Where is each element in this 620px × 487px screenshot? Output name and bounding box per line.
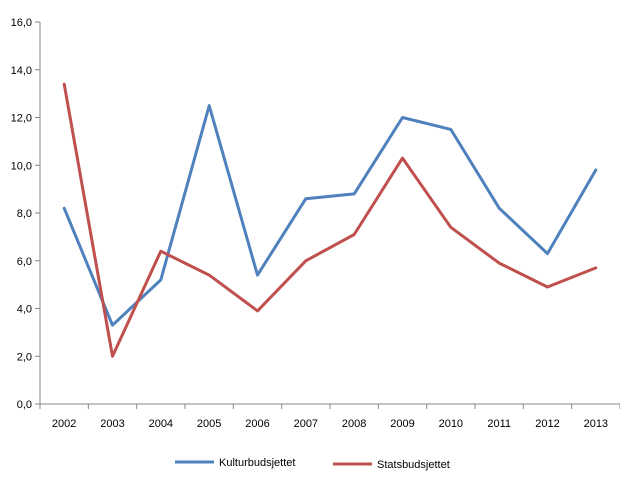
x-tick-label: 2010 xyxy=(439,418,463,430)
y-tick-label: 4,0 xyxy=(17,304,32,316)
x-tick-label: 2011 xyxy=(487,418,511,430)
legend: Kulturbudsjettet Statsbudsjettet xyxy=(175,457,450,471)
y-tick-label: 16,0 xyxy=(11,17,32,29)
series-line-kulturbudsjettet xyxy=(62,104,598,327)
x-axis-ticks: 2002 2003 2004 2005 2006 2007 2008 2009 2010 2011… xyxy=(39,404,620,430)
x-tick-label: 2008 xyxy=(342,418,366,430)
series-lines xyxy=(62,82,598,358)
x-tick-label: 2005 xyxy=(197,418,221,430)
y-tick-label: 6,0 xyxy=(17,256,32,268)
y-tick-label: 8,0 xyxy=(17,208,32,220)
legend-label-statsbudsjettet: Statsbudsjettet xyxy=(377,459,450,471)
series-line-statsbudsjettet xyxy=(62,82,598,358)
x-tick-label: 2009 xyxy=(390,418,414,430)
x-tick-label: 2004 xyxy=(149,418,173,430)
y-tick-label: 2,0 xyxy=(17,351,32,363)
legend-item-kulturbudsjettet: Kulturbudsjettet xyxy=(175,457,295,469)
y-axis-ticks: 0,0 2,0 4,0 6,0 8,0 10,0 12,0 14,0 16,0 xyxy=(11,17,40,411)
legend-item-statsbudsjettet: Statsbudsjettet xyxy=(333,459,450,471)
y-tick-label: 10,0 xyxy=(11,160,32,172)
x-tick-label: 2002 xyxy=(52,418,76,430)
x-tick-label: 2006 xyxy=(245,418,269,430)
x-tick-label: 2007 xyxy=(294,418,318,430)
x-tick-label: 2003 xyxy=(100,418,124,430)
legend-label-kulturbudsjettet: Kulturbudsjettet xyxy=(219,457,295,469)
y-tick-label: 0,0 xyxy=(17,399,32,411)
y-tick-label: 12,0 xyxy=(11,113,32,125)
y-tick-label: 14,0 xyxy=(11,65,32,77)
x-tick-label: 2013 xyxy=(584,418,608,430)
x-tick-label: 2012 xyxy=(535,418,559,430)
